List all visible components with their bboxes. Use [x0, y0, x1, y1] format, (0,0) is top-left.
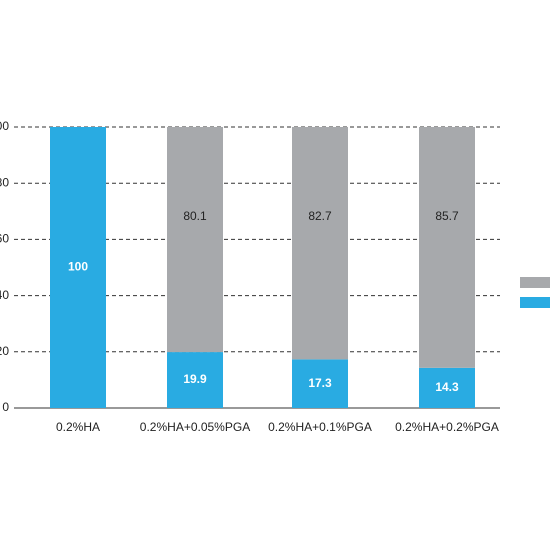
value-label: 82.7	[308, 209, 332, 223]
y-tick-label: 20	[0, 344, 9, 358]
bar-segment	[419, 127, 475, 368]
y-tick-label: 60	[0, 232, 9, 246]
x-tick-label: 0.2%HA	[56, 420, 100, 434]
bar-segment	[419, 367, 475, 408]
value-label: 85.7	[435, 209, 459, 223]
x-tick-label: 0.2%HA+0.05%PGA	[140, 420, 250, 434]
y-tick-label: 0	[2, 400, 9, 414]
value-label: 19.9	[183, 372, 207, 386]
y-tick-label: 100	[0, 119, 9, 133]
value-label: 17.3	[308, 376, 332, 390]
legend-swatch	[520, 277, 550, 288]
x-tick-label: 0.2%HA+0.1%PGA	[268, 420, 372, 434]
value-label: 14.3	[435, 380, 459, 394]
bar-segment	[292, 359, 348, 408]
x-tick-label: 0.2%HA+0.2%PGA	[395, 420, 499, 434]
value-label: 80.1	[183, 209, 207, 223]
legend-swatch	[520, 297, 550, 308]
y-tick-label: 40	[0, 288, 9, 302]
bar-segment	[167, 127, 223, 353]
bar-segment	[167, 352, 223, 408]
bar-segment	[50, 127, 106, 408]
bar-segment	[292, 127, 348, 360]
value-label: 100	[68, 260, 88, 274]
y-tick-label: 80	[0, 175, 9, 189]
